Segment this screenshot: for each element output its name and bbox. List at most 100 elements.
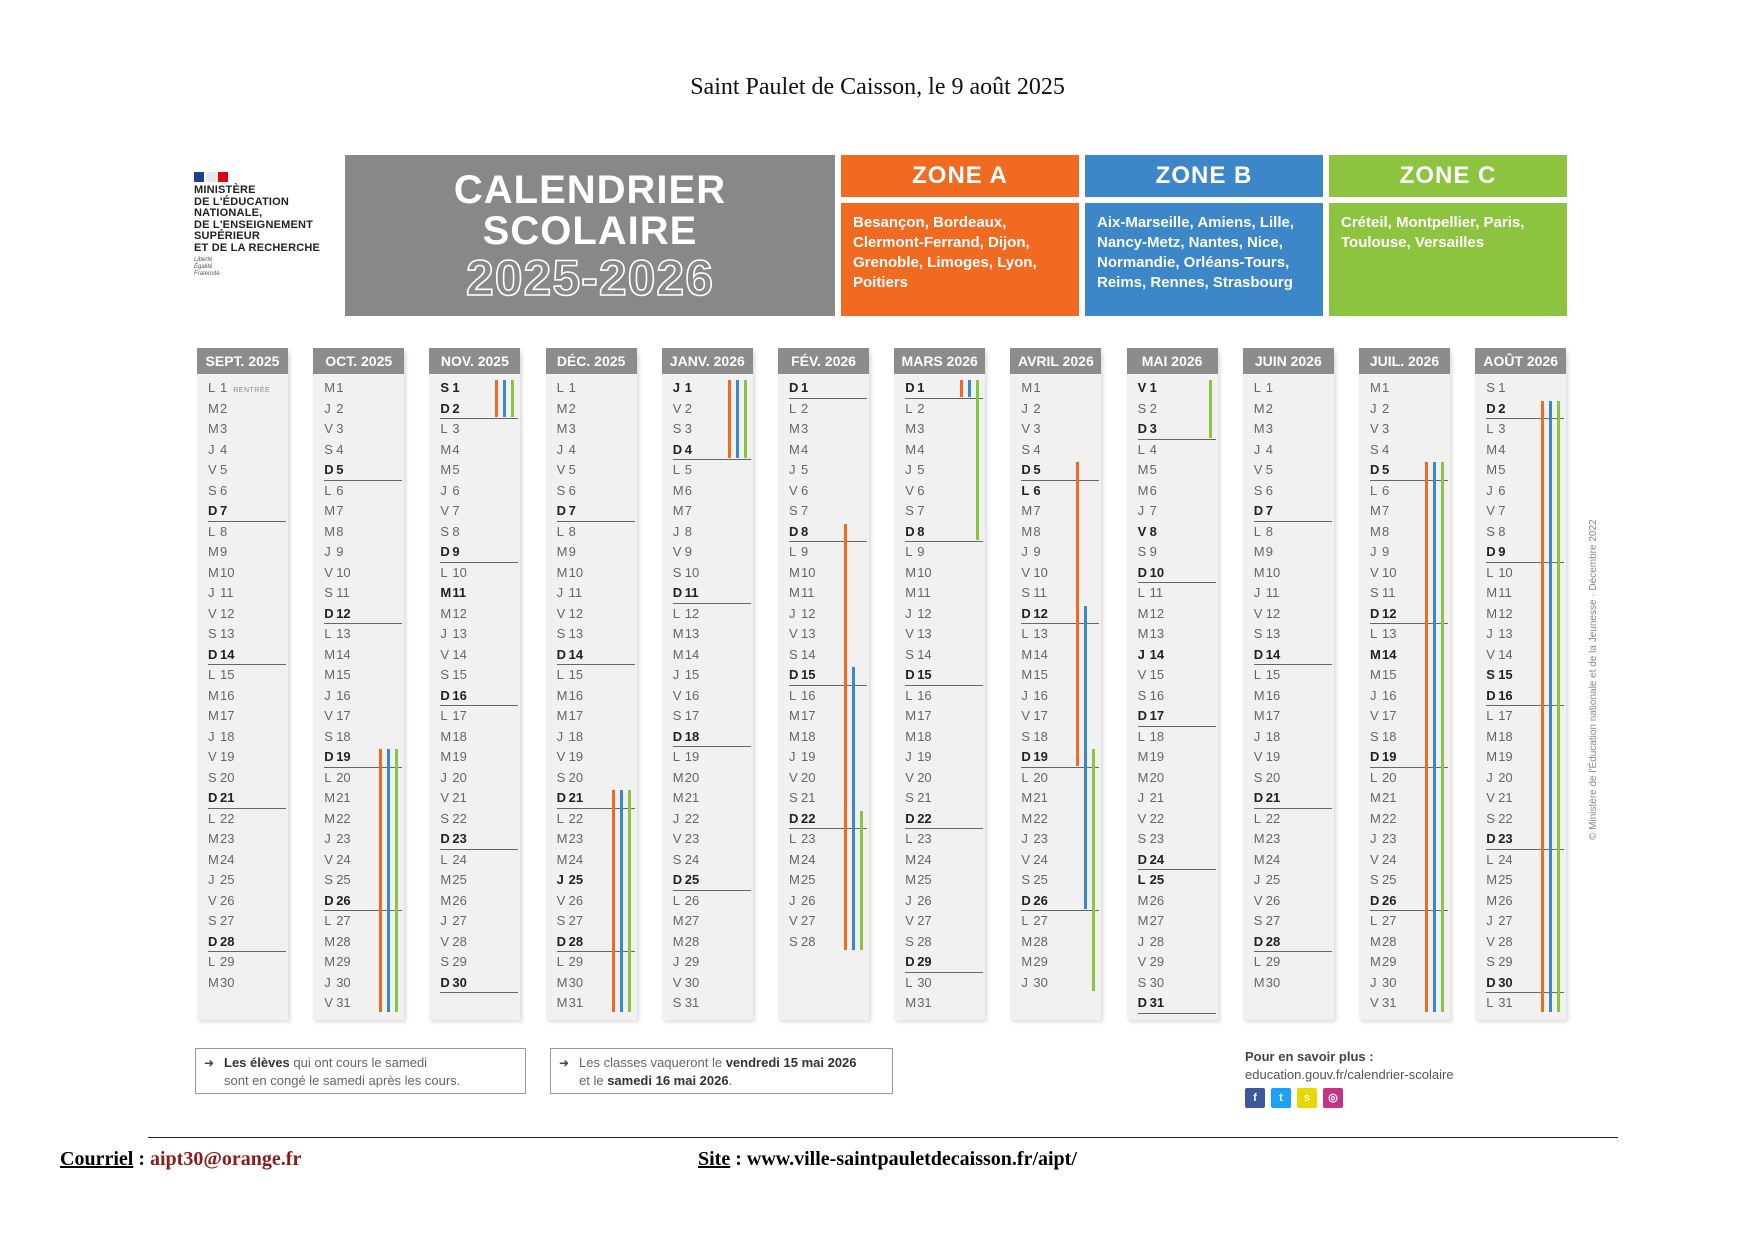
- day-number: 21: [801, 790, 816, 805]
- weekday-letter: M: [1253, 974, 1265, 990]
- day-number: 8: [1382, 523, 1390, 539]
- weekday-letter: J: [1486, 626, 1493, 641]
- email-link[interactable]: aipt30@orange.fr: [149, 1148, 302, 1170]
- day-number: 1: [452, 380, 460, 395]
- day-number: 18: [684, 728, 700, 744]
- weekday-letter: L: [905, 831, 913, 846]
- weekday-letter: S: [1253, 913, 1263, 928]
- weekday-letter: V: [1370, 564, 1379, 580]
- facebook-icon[interactable]: f: [1245, 1088, 1265, 1108]
- weekday-letter: S: [1486, 523, 1495, 539]
- day-row: V 16: [673, 686, 699, 706]
- weekday-letter: M: [1137, 482, 1149, 498]
- day-number: 13: [220, 626, 235, 641]
- day-row: L 27: [1370, 911, 1396, 931]
- site-link[interactable]: www.ville-saintpauletdecaisson.fr/aipt/: [746, 1148, 1077, 1170]
- day-number: 24: [1382, 851, 1397, 867]
- twitter-icon[interactable]: t: [1271, 1088, 1291, 1108]
- day-number: 3: [917, 421, 925, 436]
- day-row: J 26: [905, 891, 931, 911]
- day-row: J 30: [324, 973, 350, 993]
- weekday-letter: M: [905, 708, 917, 723]
- day-row: L 19: [673, 747, 699, 767]
- weekday-letter: V: [556, 462, 566, 477]
- day-row: D 18: [673, 727, 699, 747]
- weekday-letter: J: [672, 380, 681, 395]
- day-row: J 20: [1486, 768, 1512, 788]
- weekday-letter: S: [1021, 872, 1031, 887]
- day-number: 26: [917, 892, 932, 908]
- day-row: J 20: [440, 768, 466, 788]
- day-row: M17: [208, 706, 234, 726]
- day-row: L 18: [1138, 727, 1164, 747]
- day-number: 28: [1149, 933, 1165, 949]
- day-number: 14: [1498, 646, 1513, 662]
- day-number: 21: [336, 790, 351, 805]
- weekday-letter: D: [440, 974, 450, 990]
- day-row: D 22: [905, 809, 931, 829]
- more-info-link[interactable]: education.gouv.fr/calendrier-scolaire: [1245, 1067, 1454, 1082]
- day-number: 9: [452, 544, 460, 559]
- day-row: M6: [673, 481, 692, 501]
- day-number: 12: [1149, 605, 1165, 621]
- weekday-letter: J: [556, 872, 564, 887]
- weekday-letter: M: [324, 503, 336, 518]
- day-row: M21: [1021, 788, 1047, 808]
- day-row: M16: [208, 686, 234, 706]
- day-row: D 30: [440, 973, 466, 993]
- weekday-letter: L: [1370, 482, 1378, 498]
- day-number: 14: [1033, 646, 1048, 662]
- day-row: L 15: [208, 665, 234, 685]
- day-number: 26: [1382, 892, 1397, 908]
- day-row: L 22: [557, 809, 583, 829]
- day-row: V 17: [324, 706, 350, 726]
- day-row: S 16: [1138, 686, 1164, 706]
- day-row: M1: [324, 378, 343, 398]
- day-row: L 17: [1486, 706, 1512, 726]
- instagram-icon[interactable]: ◎: [1323, 1088, 1343, 1108]
- day-row: J 19: [905, 747, 931, 767]
- holiday-bar: [511, 380, 515, 417]
- day-number: 18: [336, 728, 351, 744]
- weekday-letter: D: [208, 933, 218, 949]
- day-number: 30: [1149, 974, 1165, 990]
- weekday-letter: S: [208, 482, 217, 498]
- day-row: M2: [1254, 399, 1273, 419]
- weekday-letter: M: [324, 380, 336, 395]
- day-number: 18: [1149, 728, 1165, 744]
- weekday-letter: M: [672, 626, 684, 641]
- day-row: M18: [789, 727, 815, 747]
- holiday-bar: [611, 790, 615, 1012]
- day-number: 29: [684, 954, 700, 969]
- day-number: 1: [1265, 380, 1274, 395]
- day-number: 15: [220, 667, 235, 682]
- weekday-letter: M: [324, 810, 336, 826]
- day-row: S 14: [905, 645, 931, 665]
- weekday-letter: S: [672, 708, 682, 723]
- day-number: 22: [336, 810, 351, 826]
- week-separator: [440, 561, 519, 563]
- month-header: SEPT. 2025: [197, 348, 288, 374]
- snapchat-icon[interactable]: s: [1297, 1088, 1317, 1108]
- ministry-line: DE L'ÉDUCATION: [194, 195, 290, 208]
- day-row: M29: [1021, 952, 1047, 972]
- day-number: 3: [1498, 421, 1506, 436]
- weekday-letter: S: [1486, 667, 1495, 682]
- day-number: 13: [684, 626, 700, 641]
- weekday-letter: S: [1253, 769, 1263, 785]
- weekday-letter: M: [672, 913, 684, 928]
- weekday-letter: V: [556, 892, 566, 908]
- day-number: 1: [801, 380, 809, 395]
- weekday-letter: D: [440, 687, 450, 703]
- day-row: S 18: [1370, 727, 1396, 747]
- day-number: 30: [684, 974, 700, 990]
- day-row: L 15: [1254, 665, 1280, 685]
- day-number: 4: [336, 441, 344, 457]
- weekday-letter: J: [440, 769, 447, 785]
